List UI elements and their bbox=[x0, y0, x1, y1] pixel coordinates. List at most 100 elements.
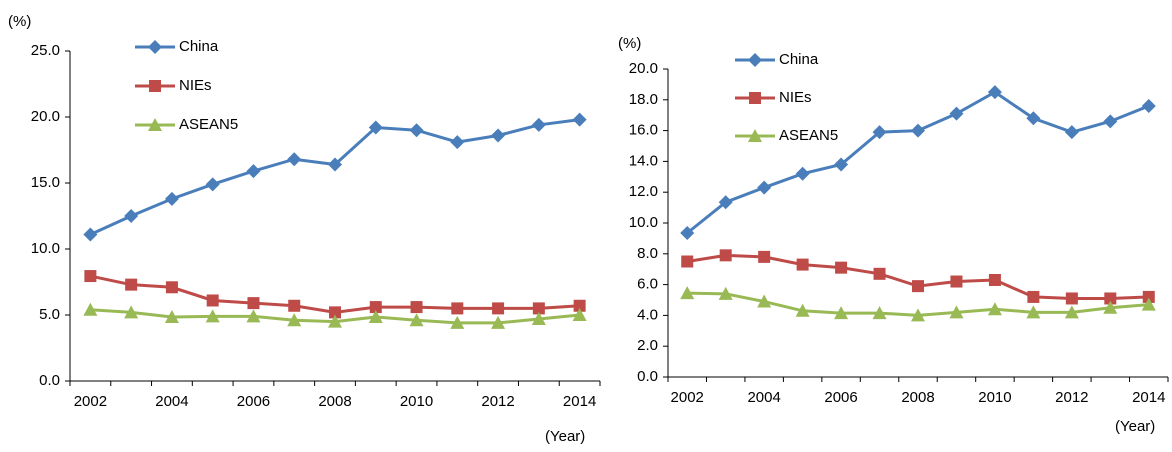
marker bbox=[532, 302, 545, 315]
x-tick-label: 2004 bbox=[747, 389, 780, 406]
legend-label: China bbox=[779, 51, 819, 68]
marker bbox=[1104, 292, 1117, 305]
marker bbox=[328, 314, 342, 328]
marker bbox=[409, 123, 424, 138]
y-tick-label: 4.0 bbox=[637, 306, 658, 323]
marker bbox=[758, 250, 771, 263]
legend-label: China bbox=[179, 38, 219, 55]
y-tick-label: 20.0 bbox=[629, 60, 658, 77]
marker bbox=[246, 309, 261, 323]
marker bbox=[328, 157, 342, 172]
marker bbox=[83, 227, 98, 242]
marker bbox=[987, 302, 1002, 316]
y-tick-label: 15.0 bbox=[31, 174, 60, 191]
marker bbox=[124, 209, 139, 223]
marker bbox=[718, 286, 733, 300]
x-tick-label: 2012 bbox=[481, 393, 514, 410]
marker bbox=[491, 128, 506, 143]
marker bbox=[748, 53, 762, 67]
series-line bbox=[89, 118, 580, 236]
marker bbox=[796, 258, 809, 271]
x-tick-label: 2004 bbox=[155, 393, 188, 410]
marker bbox=[1141, 98, 1156, 113]
marker bbox=[949, 106, 964, 121]
y-tick-label: 25.0 bbox=[31, 42, 60, 59]
x-axis-label: (Year) bbox=[545, 428, 585, 445]
marker bbox=[872, 306, 887, 320]
y-tick-label: 6.0 bbox=[637, 276, 658, 293]
x-tick-label: 2010 bbox=[400, 393, 433, 410]
marker bbox=[164, 309, 179, 323]
x-tick-label: 2014 bbox=[1132, 389, 1165, 406]
marker bbox=[987, 85, 1002, 100]
y-tick-label: 10.0 bbox=[31, 240, 60, 257]
x-tick-label: 2006 bbox=[237, 393, 270, 410]
marker bbox=[531, 117, 546, 132]
marker bbox=[988, 273, 1001, 286]
marker bbox=[1103, 114, 1118, 129]
marker bbox=[795, 303, 810, 317]
marker bbox=[164, 191, 179, 206]
y-tick-label: 2.0 bbox=[637, 337, 658, 354]
y-unit: (%) bbox=[8, 13, 31, 30]
marker bbox=[834, 157, 849, 172]
marker bbox=[492, 302, 505, 315]
legend-label: ASEAN5 bbox=[779, 127, 838, 144]
marker bbox=[1027, 290, 1040, 303]
y-tick-label: 14.0 bbox=[629, 152, 658, 169]
y-tick-label: 12.0 bbox=[629, 183, 658, 200]
marker bbox=[450, 135, 465, 150]
marker bbox=[369, 301, 382, 314]
marker bbox=[911, 308, 925, 322]
x-tick-label: 2008 bbox=[901, 389, 934, 406]
marker bbox=[1065, 292, 1078, 305]
marker bbox=[757, 294, 772, 308]
marker bbox=[247, 297, 260, 310]
marker bbox=[409, 313, 424, 327]
marker bbox=[125, 278, 138, 291]
y-tick-label: 20.0 bbox=[31, 108, 60, 125]
marker bbox=[873, 267, 886, 280]
y-tick-label: 8.0 bbox=[637, 245, 658, 262]
legend-label: NIEs bbox=[179, 77, 212, 94]
marker bbox=[912, 280, 924, 293]
marker bbox=[368, 309, 383, 323]
marker bbox=[748, 129, 762, 142]
marker bbox=[148, 40, 162, 54]
y-tick-label: 18.0 bbox=[629, 91, 658, 108]
y-tick-label: 0.0 bbox=[39, 372, 60, 389]
marker bbox=[1103, 300, 1118, 314]
y-tick-label: 0.0 bbox=[637, 368, 658, 385]
marker bbox=[680, 286, 695, 300]
legend-label: ASEAN5 bbox=[179, 116, 238, 133]
y-tick-label: 5.0 bbox=[39, 306, 60, 323]
marker bbox=[531, 311, 546, 325]
marker bbox=[681, 255, 694, 268]
x-tick-label: 2002 bbox=[74, 393, 107, 410]
marker bbox=[368, 120, 383, 135]
series-line bbox=[686, 90, 1150, 235]
marker bbox=[288, 299, 301, 312]
marker bbox=[1026, 305, 1041, 319]
marker bbox=[872, 125, 887, 140]
marker bbox=[329, 306, 341, 319]
marker bbox=[795, 166, 810, 181]
y-unit: (%) bbox=[618, 35, 641, 52]
marker bbox=[834, 306, 849, 320]
marker bbox=[911, 123, 925, 138]
marker bbox=[949, 305, 964, 319]
marker bbox=[680, 226, 695, 241]
marker bbox=[148, 118, 162, 131]
marker bbox=[83, 302, 98, 316]
marker bbox=[1142, 290, 1155, 303]
marker bbox=[410, 301, 423, 314]
marker bbox=[572, 308, 587, 321]
marker bbox=[572, 112, 587, 127]
marker bbox=[84, 270, 97, 283]
marker bbox=[835, 261, 848, 274]
marker bbox=[950, 275, 963, 288]
marker bbox=[718, 195, 733, 210]
x-tick-label: 2010 bbox=[978, 389, 1011, 406]
x-tick-label: 2002 bbox=[671, 389, 704, 406]
marker bbox=[451, 302, 464, 315]
